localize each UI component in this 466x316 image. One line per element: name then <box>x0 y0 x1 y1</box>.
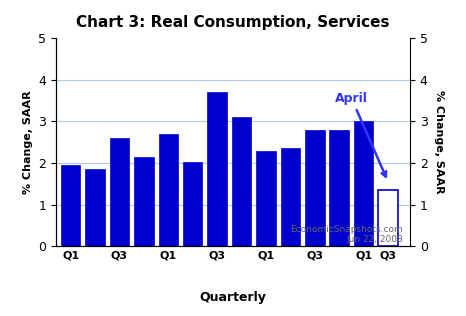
Bar <box>256 150 276 246</box>
Bar <box>305 130 325 246</box>
Title: Chart 3: Real Consumption, Services: Chart 3: Real Consumption, Services <box>76 15 390 30</box>
Bar <box>207 92 227 246</box>
Bar <box>281 149 300 246</box>
Bar <box>134 157 154 246</box>
X-axis label: Quarterly: Quarterly <box>199 291 267 304</box>
Y-axis label: % Change, SAAR: % Change, SAAR <box>434 90 445 194</box>
Bar <box>110 138 129 246</box>
Bar <box>354 121 373 246</box>
Bar <box>85 169 105 246</box>
Text: EconomicSnapshots.com
Jun 22, 2008: EconomicSnapshots.com Jun 22, 2008 <box>290 225 403 244</box>
Bar <box>329 130 349 246</box>
Text: April: April <box>335 92 386 177</box>
Y-axis label: % Change, SAAR: % Change, SAAR <box>23 90 33 194</box>
Bar <box>158 134 178 246</box>
Bar <box>378 190 398 246</box>
Bar <box>61 165 80 246</box>
Bar <box>183 162 202 246</box>
Bar <box>232 117 251 246</box>
